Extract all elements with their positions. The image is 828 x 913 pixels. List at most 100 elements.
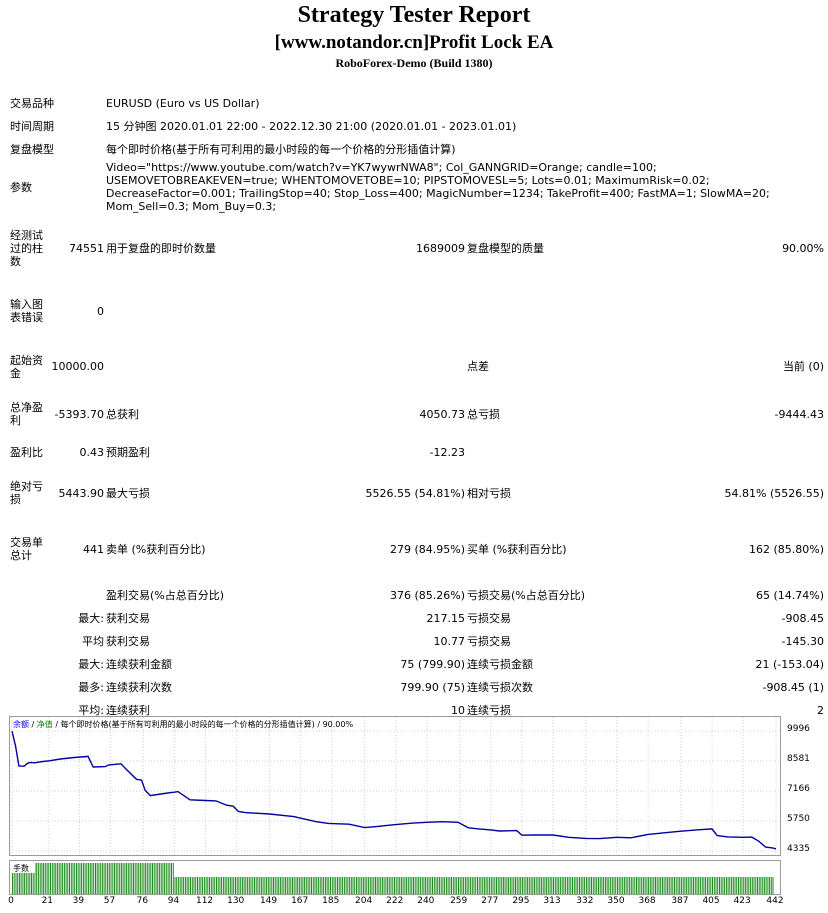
lots-bar <box>580 877 582 894</box>
lots-bar <box>658 877 660 894</box>
lots-bar <box>126 863 128 894</box>
lots-bar <box>22 863 24 894</box>
lots-bar <box>487 877 489 894</box>
lots-bar <box>198 877 200 894</box>
lots-bar <box>240 877 242 894</box>
lots-bar <box>470 877 472 894</box>
lots-bar <box>69 863 70 894</box>
lots-bar <box>176 877 178 894</box>
lots-bar <box>442 877 444 894</box>
lots-bar <box>642 877 644 894</box>
lots-bar <box>330 877 331 894</box>
lots-bar <box>238 877 240 894</box>
lots-bar <box>150 863 152 894</box>
lots-bar <box>561 877 563 894</box>
lots-bar <box>511 877 513 894</box>
lots-bar <box>177 877 179 894</box>
lots-bar <box>421 877 423 894</box>
lots-bar <box>283 877 285 894</box>
lots-bar <box>646 877 648 894</box>
lots-bar <box>252 877 254 894</box>
max-drawdown-label: 最大亏损 <box>106 486 150 500</box>
lots-bar <box>414 877 416 894</box>
lots-bar <box>468 877 470 894</box>
lots-bar <box>563 877 565 894</box>
max-consecutive-losses-count-value: -908.45 (1) <box>762 681 825 694</box>
lots-bar <box>680 877 682 894</box>
lots-bar <box>212 877 214 894</box>
lots-bar <box>214 877 216 894</box>
errors-label: 输入图表错误 <box>10 298 43 324</box>
profit-trades-value: 376 (85.26%) <box>389 588 465 602</box>
lots-bar <box>722 877 724 894</box>
lots-bar <box>183 877 185 894</box>
lots-bar <box>693 877 694 894</box>
lots-bar <box>708 877 710 894</box>
lots-bar <box>298 877 300 894</box>
lots-bar <box>51 863 53 894</box>
legend-equity: 净值 <box>37 719 53 729</box>
bars-value: 74551 <box>69 241 104 255</box>
lots-bar <box>527 877 529 894</box>
legend-rest: / 每个即时价格(基于所有可利用的最小时段的每一个价格的分形插值计算) / 90… <box>53 719 354 729</box>
lots-bar <box>181 877 183 894</box>
ticks-label: 用于复盘的即时价数量 <box>106 241 216 255</box>
lots-bar <box>120 863 122 894</box>
quality-value: 90.00% <box>782 241 825 255</box>
lots-bar <box>338 877 340 894</box>
profit-factor-value: 0.43 <box>79 446 105 459</box>
lots-bar <box>546 877 548 894</box>
lots-bar <box>164 863 166 894</box>
params-value: Video="https://www.youtube.com/watch?v=Y… <box>106 161 770 213</box>
lots-bar <box>273 877 274 894</box>
x-tick-label: 295 <box>512 896 530 906</box>
lots-bar <box>148 863 150 894</box>
lots-bar <box>352 877 354 894</box>
lots-bar <box>499 877 501 894</box>
lots-bar <box>89 863 91 894</box>
y-tick-label: 9996 <box>787 724 810 735</box>
lots-bar <box>127 863 129 894</box>
lots-bar <box>558 877 560 894</box>
lots-bar <box>577 877 579 894</box>
lots-bar <box>260 877 262 894</box>
expert-name: [www.notandor.cn]Profit Lock EA <box>274 32 554 53</box>
lots-bar <box>174 877 176 894</box>
lots-bar <box>331 877 333 894</box>
absolute-drawdown-value: 5443.90 <box>58 486 105 500</box>
lots-bar <box>383 877 385 894</box>
lots-bar <box>400 877 402 894</box>
x-tick-label: 149 <box>259 896 278 906</box>
lots-bar <box>456 877 458 894</box>
lots-bar <box>703 877 705 894</box>
lots-bar <box>485 877 487 894</box>
lots-bar <box>604 877 606 894</box>
lots-bar <box>418 877 420 894</box>
lots-bar <box>743 877 745 894</box>
lots-bar <box>634 877 636 894</box>
expected-payoff-label: 预期盈利 <box>106 446 150 459</box>
lots-bar <box>378 877 380 894</box>
lots-bar <box>376 877 378 894</box>
lots-bar <box>345 877 347 894</box>
lots-bar <box>184 877 186 894</box>
lots-bar <box>686 877 688 894</box>
lots-bar <box>679 877 681 894</box>
lots-bar <box>115 863 117 894</box>
lots-bar <box>96 863 98 894</box>
avg-consecutive-losses-label: 连续亏损 <box>467 704 511 717</box>
lots-bar <box>243 877 245 894</box>
lots-bar <box>630 877 632 894</box>
lots-bar <box>311 877 312 894</box>
lots-bar <box>618 877 620 894</box>
long-positions-value: 162 (85.80%) <box>748 542 825 556</box>
lots-bar <box>343 877 345 894</box>
lots-bar <box>530 877 532 894</box>
lots-bar <box>636 877 637 894</box>
lots-bar <box>497 877 499 894</box>
lots-bar <box>449 877 451 894</box>
lots-bar <box>27 863 29 894</box>
lots-bar <box>39 863 41 894</box>
lots-bar <box>186 877 188 894</box>
lots-bar <box>297 877 299 894</box>
